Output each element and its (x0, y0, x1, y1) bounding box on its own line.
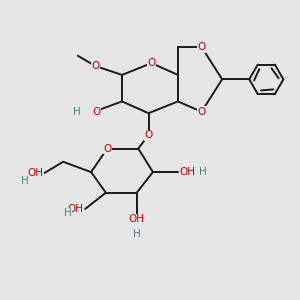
Text: O: O (103, 143, 111, 154)
Text: O: O (144, 130, 153, 140)
Text: O: O (197, 107, 206, 117)
Text: H: H (133, 229, 141, 239)
Text: OH: OH (68, 204, 84, 214)
Text: O: O (92, 107, 100, 117)
Text: O: O (197, 42, 206, 52)
Text: OH: OH (129, 214, 145, 224)
Text: H: H (64, 208, 71, 218)
Text: O: O (147, 58, 156, 68)
Text: H: H (73, 107, 80, 117)
Text: OH: OH (179, 167, 195, 177)
Text: H: H (199, 167, 206, 177)
Text: OH: OH (27, 168, 43, 178)
Text: H: H (21, 176, 29, 186)
Text: O: O (92, 61, 100, 71)
